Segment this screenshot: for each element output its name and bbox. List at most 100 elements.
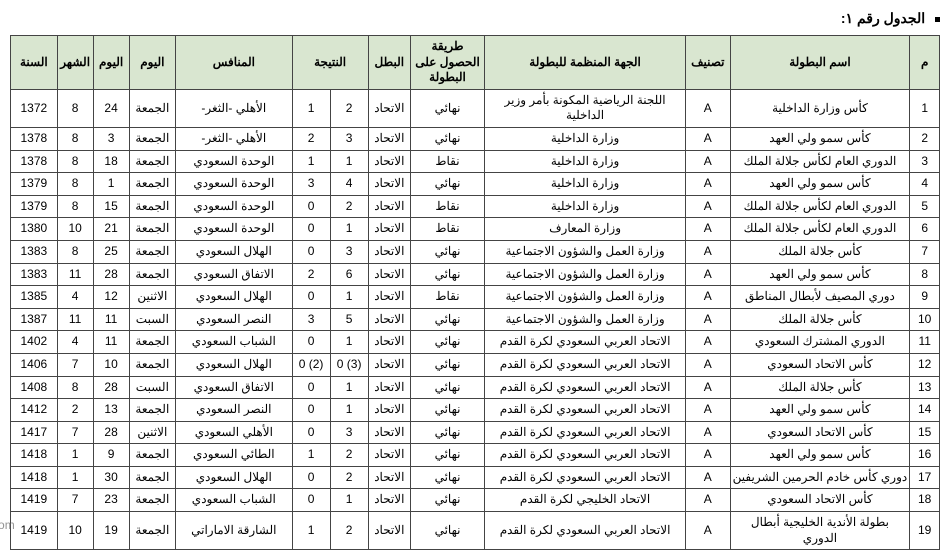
cell-champion: الاتحاد <box>368 173 410 196</box>
table-row: 13كأس جلالة الملكAالاتحاد العربي السعودي… <box>11 376 940 399</box>
cell-index: 6 <box>910 218 940 241</box>
cell-result-a: 2 <box>330 195 368 218</box>
cell-result-b: 1 <box>292 89 330 127</box>
cell-month: 11 <box>57 263 93 286</box>
cell-result-b: (2) 0 <box>292 353 330 376</box>
cell-daynum: 10 <box>93 353 129 376</box>
cell-class: A <box>686 150 730 173</box>
cell-class: A <box>686 444 730 467</box>
cell-result-b: 0 <box>292 376 330 399</box>
cell-opponent: الوحدة السعودي <box>176 150 292 173</box>
cell-name: الدوري المشترك السعودي <box>730 331 910 354</box>
table-row: 4كأس سمو ولي العهدAوزارة الداخليةنهائيال… <box>11 173 940 196</box>
col-champion: البطل <box>368 36 410 90</box>
cell-name: الدوري العام لكأس جلالة الملك <box>730 195 910 218</box>
cell-result-b: 0 <box>292 286 330 309</box>
cell-name: كأس سمو ولي العهد <box>730 444 910 467</box>
cell-name: الدوري العام لكأس جلالة الملك <box>730 150 910 173</box>
table-row: 10كأس جلالة الملكAوزارة العمل والشؤون ال… <box>11 308 940 331</box>
cell-method: نهائي <box>410 89 484 127</box>
cell-result-b: 3 <box>292 308 330 331</box>
cell-year: 1379 <box>11 195 58 218</box>
cell-result-b: 0 <box>292 466 330 489</box>
cell-daynum: 11 <box>93 308 129 331</box>
cell-opponent: الاتفاق السعودي <box>176 376 292 399</box>
cell-class: A <box>686 89 730 127</box>
cell-year: 1378 <box>11 127 58 150</box>
col-result: النتيجة <box>292 36 368 90</box>
cell-champion: الاتحاد <box>368 127 410 150</box>
cell-dayname: الجمعة <box>129 127 176 150</box>
cell-result-a: 2 <box>330 89 368 127</box>
cell-dayname: الجمعة <box>129 466 176 489</box>
cell-org: وزارة العمل والشؤون الاجتماعية <box>485 308 686 331</box>
cell-year: 1412 <box>11 399 58 422</box>
cell-daynum: 9 <box>93 444 129 467</box>
cell-result-a: 4 <box>330 173 368 196</box>
cell-year: 1408 <box>11 376 58 399</box>
cell-champion: الاتحاد <box>368 421 410 444</box>
cell-name: كأس وزارة الداخلية <box>730 89 910 127</box>
cell-daynum: 13 <box>93 399 129 422</box>
col-opponent: المنافس <box>176 36 292 90</box>
cell-name: كأس سمو ولي العهد <box>730 399 910 422</box>
cell-org: الاتحاد العربي السعودي لكرة القدم <box>485 512 686 550</box>
cell-result-a: 3 <box>330 127 368 150</box>
cell-month: 11 <box>57 308 93 331</box>
cell-method: نهائي <box>410 444 484 467</box>
cell-method: نهائي <box>410 263 484 286</box>
cell-index: 14 <box>910 399 940 422</box>
cell-year: 1387 <box>11 308 58 331</box>
cell-class: A <box>686 399 730 422</box>
cell-year: 1418 <box>11 444 58 467</box>
cell-dayname: الجمعة <box>129 444 176 467</box>
cell-result-a: 1 <box>330 286 368 309</box>
cell-year: 1419 <box>11 489 58 512</box>
cell-index: 3 <box>910 150 940 173</box>
cell-class: A <box>686 489 730 512</box>
cell-dayname: الجمعة <box>129 240 176 263</box>
cell-org: وزارة العمل والشؤون الاجتماعية <box>485 240 686 263</box>
header-row: م اسم البطولة تصنيف الجهة المنظمة للبطول… <box>11 36 940 90</box>
cell-result-a: 6 <box>330 263 368 286</box>
cell-class: A <box>686 421 730 444</box>
cell-result-b: 1 <box>292 150 330 173</box>
cell-method: نهائي <box>410 240 484 263</box>
data-table: م اسم البطولة تصنيف الجهة المنظمة للبطول… <box>10 35 940 550</box>
cell-champion: الاتحاد <box>368 218 410 241</box>
cell-method: نهائي <box>410 489 484 512</box>
cell-index: 7 <box>910 240 940 263</box>
cell-org: الاتحاد العربي السعودي لكرة القدم <box>485 376 686 399</box>
cell-class: A <box>686 263 730 286</box>
cell-org: اللجنة الرياضية المكونة بأمر وزير الداخل… <box>485 89 686 127</box>
cell-opponent: الهلال السعودي <box>176 240 292 263</box>
cell-org: وزارة الداخلية <box>485 127 686 150</box>
cell-champion: الاتحاد <box>368 331 410 354</box>
col-method: طريقة الحصول على البطولة <box>410 36 484 90</box>
cell-method: نهائي <box>410 127 484 150</box>
cell-class: A <box>686 376 730 399</box>
cell-champion: الاتحاد <box>368 89 410 127</box>
cell-dayname: الجمعة <box>129 399 176 422</box>
cell-index: 19 <box>910 512 940 550</box>
cell-result-a: 2 <box>330 512 368 550</box>
cell-daynum: 18 <box>93 150 129 173</box>
cell-result-b: 2 <box>292 127 330 150</box>
cell-opponent: الوحدة السعودي <box>176 195 292 218</box>
cell-org: الاتحاد العربي السعودي لكرة القدم <box>485 331 686 354</box>
cell-champion: الاتحاد <box>368 240 410 263</box>
col-index: م <box>910 36 940 90</box>
cell-result-b: 0 <box>292 399 330 422</box>
cell-month: 7 <box>57 421 93 444</box>
cell-year: 1385 <box>11 286 58 309</box>
cell-method: نهائي <box>410 353 484 376</box>
cell-org: وزارة الداخلية <box>485 150 686 173</box>
cell-month: 8 <box>57 127 93 150</box>
table-row: 15كأس الاتحاد السعوديAالاتحاد العربي الس… <box>11 421 940 444</box>
table-row: 7كأس جلالة الملكAوزارة العمل والشؤون الا… <box>11 240 940 263</box>
cell-dayname: الجمعة <box>129 331 176 354</box>
cell-opponent: النصر السعودي <box>176 399 292 422</box>
cell-champion: الاتحاد <box>368 308 410 331</box>
cell-opponent: الأهلي -الثغر- <box>176 127 292 150</box>
col-month: الشهر <box>57 36 93 90</box>
